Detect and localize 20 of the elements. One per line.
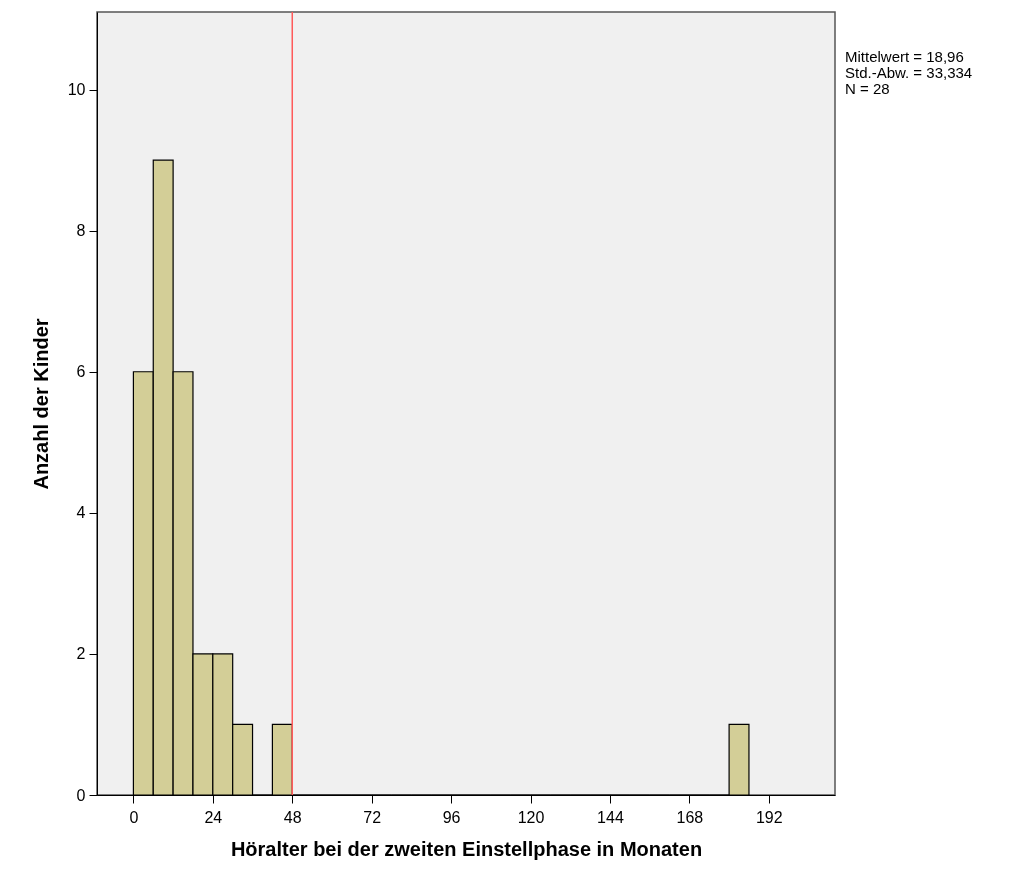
x-tick-label: 120 (517, 808, 545, 826)
x-tick-label: 168 (676, 808, 704, 826)
x-tick-label: 96 (442, 808, 461, 826)
y-tick-label: 8 (76, 222, 86, 240)
text: Mittelwert = 18,96 (845, 48, 964, 65)
x-tick-label: 0 (129, 808, 139, 826)
x-tick-label: 192 (755, 808, 783, 826)
text: Std.-Abw. = 33,334 (845, 64, 973, 81)
x-tick-label: 24 (204, 808, 223, 826)
y-tick-label: 10 (67, 81, 86, 99)
y-tick-label: 2 (76, 645, 86, 663)
x-tick-label: 48 (283, 808, 302, 826)
y-axis-title: Anzahl der Kinder (29, 318, 52, 490)
y-tick-label: 6 (76, 363, 86, 381)
x-tick-label: 72 (363, 808, 382, 826)
y-tick-label: 0 (76, 786, 86, 804)
text: N = 28 (845, 80, 890, 97)
y-tick-label: 4 (76, 504, 86, 522)
x-tick-label: 144 (597, 808, 624, 826)
x-axis-title: Höralter bei der zweiten Einstellphase in Monaten (230, 837, 703, 860)
